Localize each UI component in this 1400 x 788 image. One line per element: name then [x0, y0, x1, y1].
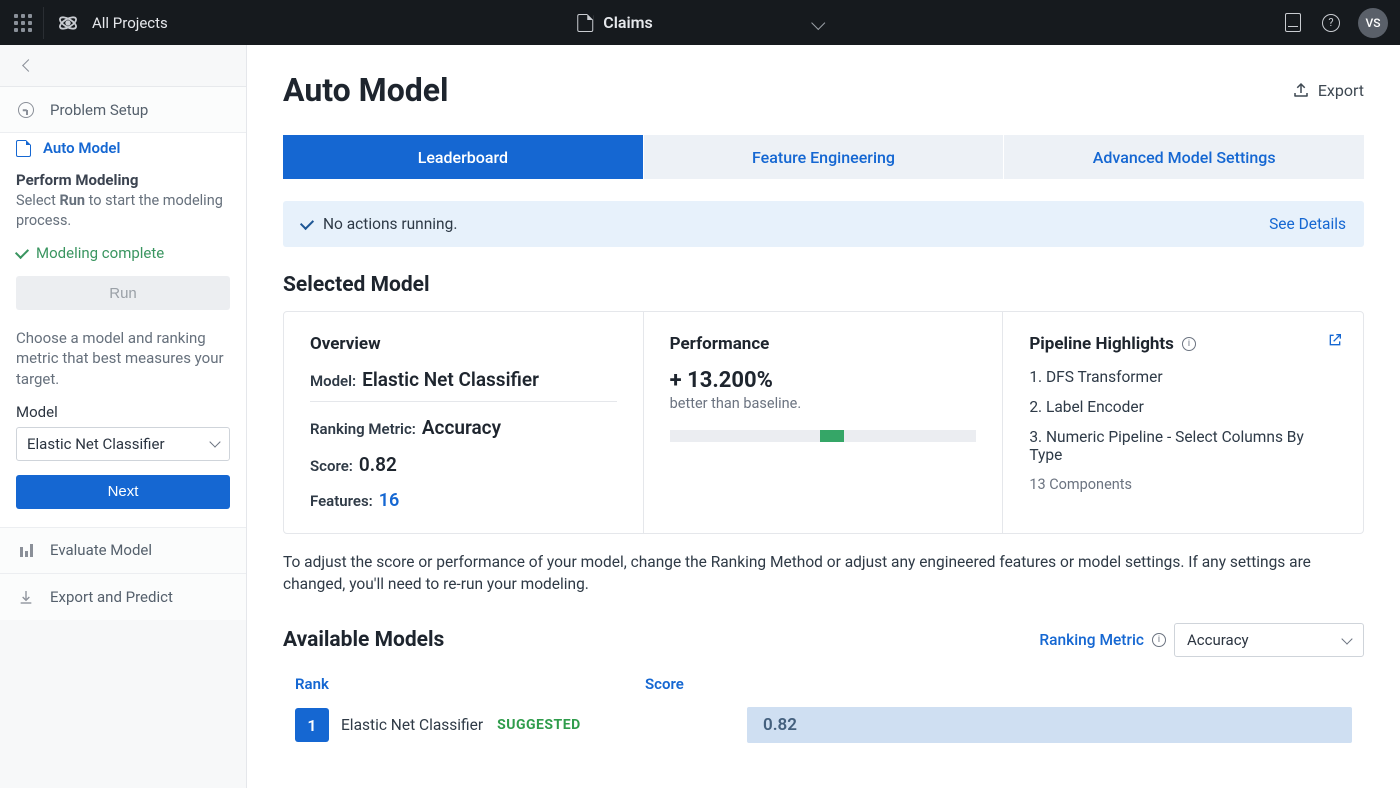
performance-bar [670, 430, 977, 442]
model-label: Model [16, 403, 230, 421]
sidebar-item-label: Problem Setup [50, 101, 148, 119]
main-content: Auto Model Export Leaderboard Feature En… [247, 45, 1400, 788]
open-external-icon[interactable] [1327, 332, 1343, 352]
sidebar-item-label: Auto Model [43, 139, 120, 157]
info-icon[interactable]: i [1152, 633, 1166, 647]
download-icon [16, 589, 36, 605]
pipeline-item: 3. Numeric Pipeline - Select Columns By … [1029, 422, 1337, 470]
doc-selector[interactable]: Claims [577, 13, 823, 32]
see-details-link[interactable]: See Details [1269, 215, 1346, 233]
overview-rank-label: Ranking Metric: [310, 420, 416, 438]
chevron-down-icon [1341, 633, 1352, 644]
status-banner: No actions running. See Details [283, 201, 1364, 247]
doc-name: Claims [603, 13, 653, 32]
overview-panel: Overview Model: Elastic Net Classifier Ra… [284, 312, 644, 533]
perform-modeling-desc: Select Run to start the modeling process… [16, 191, 230, 230]
pipeline-summary: 13 Components [1029, 476, 1337, 493]
performance-subtitle: better than baseline. [670, 395, 977, 412]
sidebar-item-auto-model[interactable]: Auto Model [16, 133, 230, 163]
pipeline-panel: Pipeline Highlights i 1. DFS Transformer… [1003, 312, 1363, 533]
adjust-text: To adjust the score or performance of yo… [283, 552, 1364, 595]
sidebar: Problem Setup Auto Model Perform Modelin… [0, 45, 247, 788]
next-button[interactable]: Next [16, 475, 230, 509]
page-icon [577, 14, 593, 32]
overview-features-link[interactable]: 16 [379, 490, 400, 511]
chevron-left-icon [22, 59, 35, 72]
tab-advanced-settings[interactable]: Advanced Model Settings [1004, 135, 1364, 179]
breadcrumb-root[interactable]: All Projects [92, 14, 168, 32]
score-bar: 0.82 [747, 707, 1352, 743]
overview-score-label: Score: [310, 457, 353, 475]
pipeline-item: 1. DFS Transformer [1029, 362, 1337, 392]
rank-badge: 1 [295, 708, 329, 742]
brand-logo-icon [54, 9, 82, 37]
available-models-heading: Available Models [283, 628, 444, 652]
overview-score-value: 0.82 [359, 453, 397, 476]
pipeline-item: 2. Label Encoder [1029, 392, 1337, 422]
overview-model-value: Elastic Net Classifier [362, 368, 539, 391]
check-icon [300, 215, 314, 229]
overview-model-label: Model: [310, 372, 356, 390]
pipeline-title: Pipeline Highlights [1029, 334, 1174, 354]
avatar[interactable]: VS [1358, 8, 1388, 38]
performance-title: Performance [670, 334, 977, 354]
page-icon [16, 140, 31, 157]
ranking-metric-value: Accuracy [1187, 631, 1249, 649]
sidebar-collapse[interactable] [0, 45, 246, 87]
suggested-badge: SUGGESTED [497, 717, 581, 733]
col-rank: Rank [295, 675, 645, 693]
help-text: Choose a model and ranking metric that b… [16, 328, 230, 389]
performance-bar-fill [820, 430, 845, 442]
clock-icon [16, 102, 36, 118]
sidebar-item-label: Evaluate Model [50, 541, 152, 559]
sidebar-item-problem-setup[interactable]: Problem Setup [0, 87, 246, 133]
selected-model-heading: Selected Model [283, 273, 1364, 297]
sidebar-item-evaluate[interactable]: Evaluate Model [0, 528, 246, 574]
perform-modeling-title: Perform Modeling [16, 171, 230, 189]
sidebar-item-label: Export and Predict [50, 588, 173, 606]
app-launcher-icon[interactable] [12, 7, 44, 39]
banner-message: No actions running. [323, 215, 457, 233]
tabs: Leaderboard Feature Engineering Advanced… [283, 135, 1364, 179]
selected-model-card: Overview Model: Elastic Net Classifier Ra… [283, 311, 1364, 534]
models-table-header: Rank Score [283, 675, 1364, 693]
tab-feature-engineering[interactable]: Feature Engineering [644, 135, 1005, 179]
sidebar-item-export[interactable]: Export and Predict [0, 574, 246, 620]
table-row[interactable]: 1 Elastic Net Classifier SUGGESTED 0.82 [283, 703, 1364, 747]
bars-icon [16, 544, 36, 557]
chevron-down-icon [811, 15, 825, 29]
model-name: Elastic Net Classifier [341, 716, 483, 734]
performance-panel: Performance + 13.200% better than baseli… [644, 312, 1004, 533]
ranking-metric-label: Ranking Metric [1039, 631, 1144, 649]
export-button[interactable]: Export [1292, 81, 1364, 100]
overview-features-label: Features: [310, 492, 373, 510]
overview-title: Overview [310, 334, 617, 354]
export-label: Export [1318, 81, 1364, 100]
check-icon [15, 245, 29, 259]
upload-icon [1292, 81, 1310, 99]
run-button[interactable]: Run [16, 276, 230, 310]
page-title: Auto Model [283, 71, 449, 109]
model-select[interactable]: Elastic Net Classifier [16, 427, 230, 461]
pipeline-list: 1. DFS Transformer2. Label Encoder3. Num… [1029, 362, 1337, 470]
col-score: Score [645, 675, 1352, 693]
topbar: All Projects Claims ? VS [0, 0, 1400, 45]
tab-leaderboard[interactable]: Leaderboard [283, 135, 644, 179]
performance-value: + 13.200% [670, 368, 977, 393]
overview-rank-value: Accuracy [422, 416, 501, 439]
chevron-down-icon [209, 437, 220, 448]
info-icon[interactable]: i [1182, 337, 1196, 351]
modeling-status: Modeling complete [16, 244, 230, 262]
ranking-metric-select[interactable]: Accuracy [1174, 623, 1364, 657]
model-select-value: Elastic Net Classifier [27, 435, 165, 453]
notebook-icon[interactable] [1282, 12, 1304, 34]
help-icon[interactable]: ? [1320, 12, 1342, 34]
